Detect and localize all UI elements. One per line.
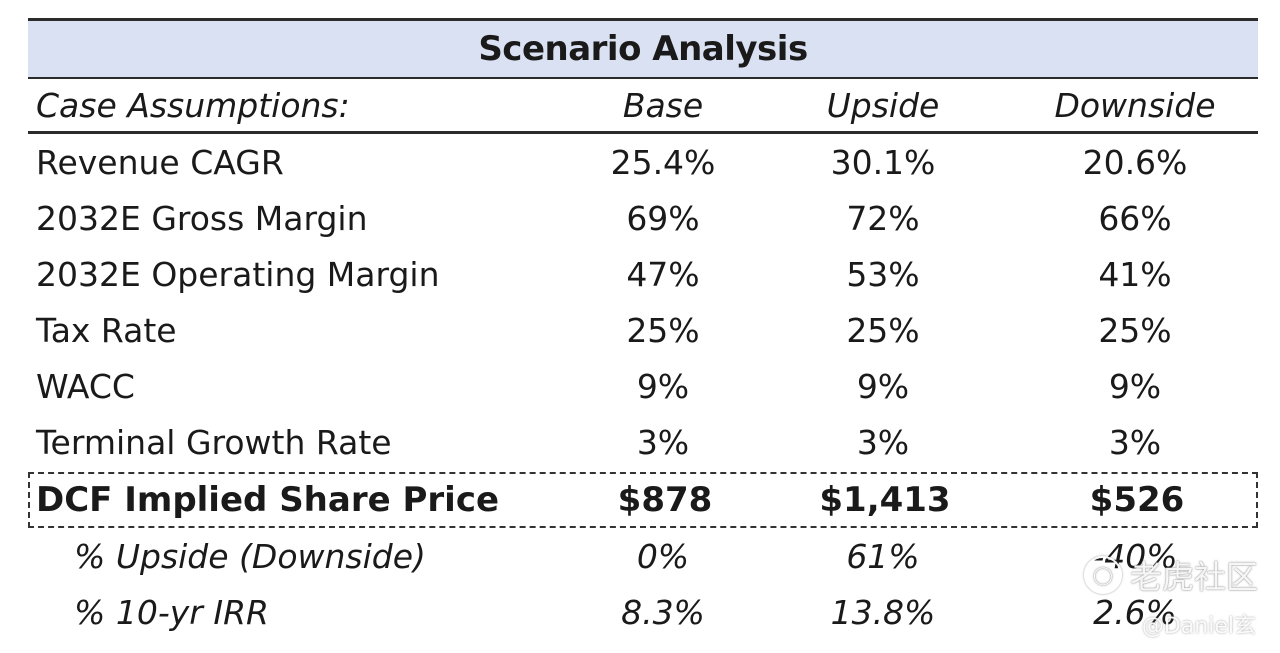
dcf-upside: $1,413 bbox=[819, 480, 951, 520]
upside-value: 25% bbox=[846, 310, 920, 350]
header-downside: Downside bbox=[1054, 85, 1216, 125]
base-value: 25% bbox=[626, 310, 700, 350]
upside-value: 72% bbox=[846, 198, 920, 238]
table-row: Tax Rate 25% 25% 25% bbox=[28, 302, 1258, 358]
row-label: 2032E Gross Margin bbox=[36, 198, 368, 238]
upside-value: 13.8% bbox=[830, 592, 936, 632]
tiger-logo-icon: ◯ bbox=[1083, 556, 1122, 594]
row-label: % 10-yr IRR bbox=[74, 592, 269, 632]
table-title: Scenario Analysis bbox=[28, 18, 1258, 79]
dcf-downside: $526 bbox=[1089, 480, 1185, 520]
header-base: Base bbox=[622, 85, 704, 125]
dcf-label: DCF Implied Share Price bbox=[36, 480, 500, 520]
scenario-table: Scenario Analysis Case Assumptions: Base… bbox=[28, 18, 1258, 640]
downside-value: 25% bbox=[1098, 310, 1172, 350]
downside-value: 66% bbox=[1098, 198, 1172, 238]
table-row: 2032E Gross Margin 69% 72% 66% bbox=[28, 190, 1258, 246]
base-value: 8.3% bbox=[621, 592, 705, 632]
upside-value: 53% bbox=[846, 254, 920, 294]
dcf-row: DCF Implied Share Price $878 $1,413 $526 bbox=[28, 472, 1258, 528]
row-label: Revenue CAGR bbox=[36, 142, 284, 182]
downside-value: 3% bbox=[1108, 422, 1162, 462]
row-label: % Upside (Downside) bbox=[74, 536, 426, 576]
upside-row: % Upside (Downside) 0% 61% -40% bbox=[28, 528, 1258, 584]
watermark-author: @Daniel玄 bbox=[1141, 614, 1256, 639]
row-label: WACC bbox=[36, 366, 135, 406]
row-label: Tax Rate bbox=[36, 310, 177, 350]
base-value: 69% bbox=[626, 198, 700, 238]
upside-value: 30.1% bbox=[830, 142, 936, 182]
upside-value: 9% bbox=[856, 366, 910, 406]
header-label: Case Assumptions: bbox=[36, 85, 350, 125]
table-row: Revenue CAGR 25.4% 30.1% 20.6% bbox=[28, 134, 1258, 190]
table-row: Terminal Growth Rate 3% 3% 3% bbox=[28, 414, 1258, 470]
downside-value: 41% bbox=[1098, 254, 1172, 294]
base-value: 0% bbox=[636, 536, 690, 576]
table-row: WACC 9% 9% 9% bbox=[28, 358, 1258, 414]
row-label: 2032E Operating Margin bbox=[36, 254, 440, 294]
base-value: 3% bbox=[636, 422, 690, 462]
watermark-brand: ◯ 老虎社区 bbox=[1083, 552, 1258, 598]
header-row: Case Assumptions: Base Upside Downside bbox=[28, 79, 1258, 134]
base-value: 9% bbox=[636, 366, 690, 406]
downside-value: 2.6% bbox=[1093, 592, 1177, 632]
downside-value: 20.6% bbox=[1082, 142, 1188, 182]
upside-value: 61% bbox=[846, 536, 920, 576]
irr-row: % 10-yr IRR 8.3% 13.8% 2.6% bbox=[28, 584, 1258, 640]
header-upside: Upside bbox=[826, 85, 940, 125]
watermark-brand-text: 老虎社区 bbox=[1129, 558, 1258, 596]
dcf-base: $878 bbox=[617, 480, 713, 520]
upside-value: 3% bbox=[856, 422, 910, 462]
downside-value: 9% bbox=[1108, 366, 1162, 406]
row-label: Terminal Growth Rate bbox=[36, 422, 392, 462]
base-value: 47% bbox=[626, 254, 700, 294]
table-row: 2032E Operating Margin 47% 53% 41% bbox=[28, 246, 1258, 302]
base-value: 25.4% bbox=[610, 142, 716, 182]
